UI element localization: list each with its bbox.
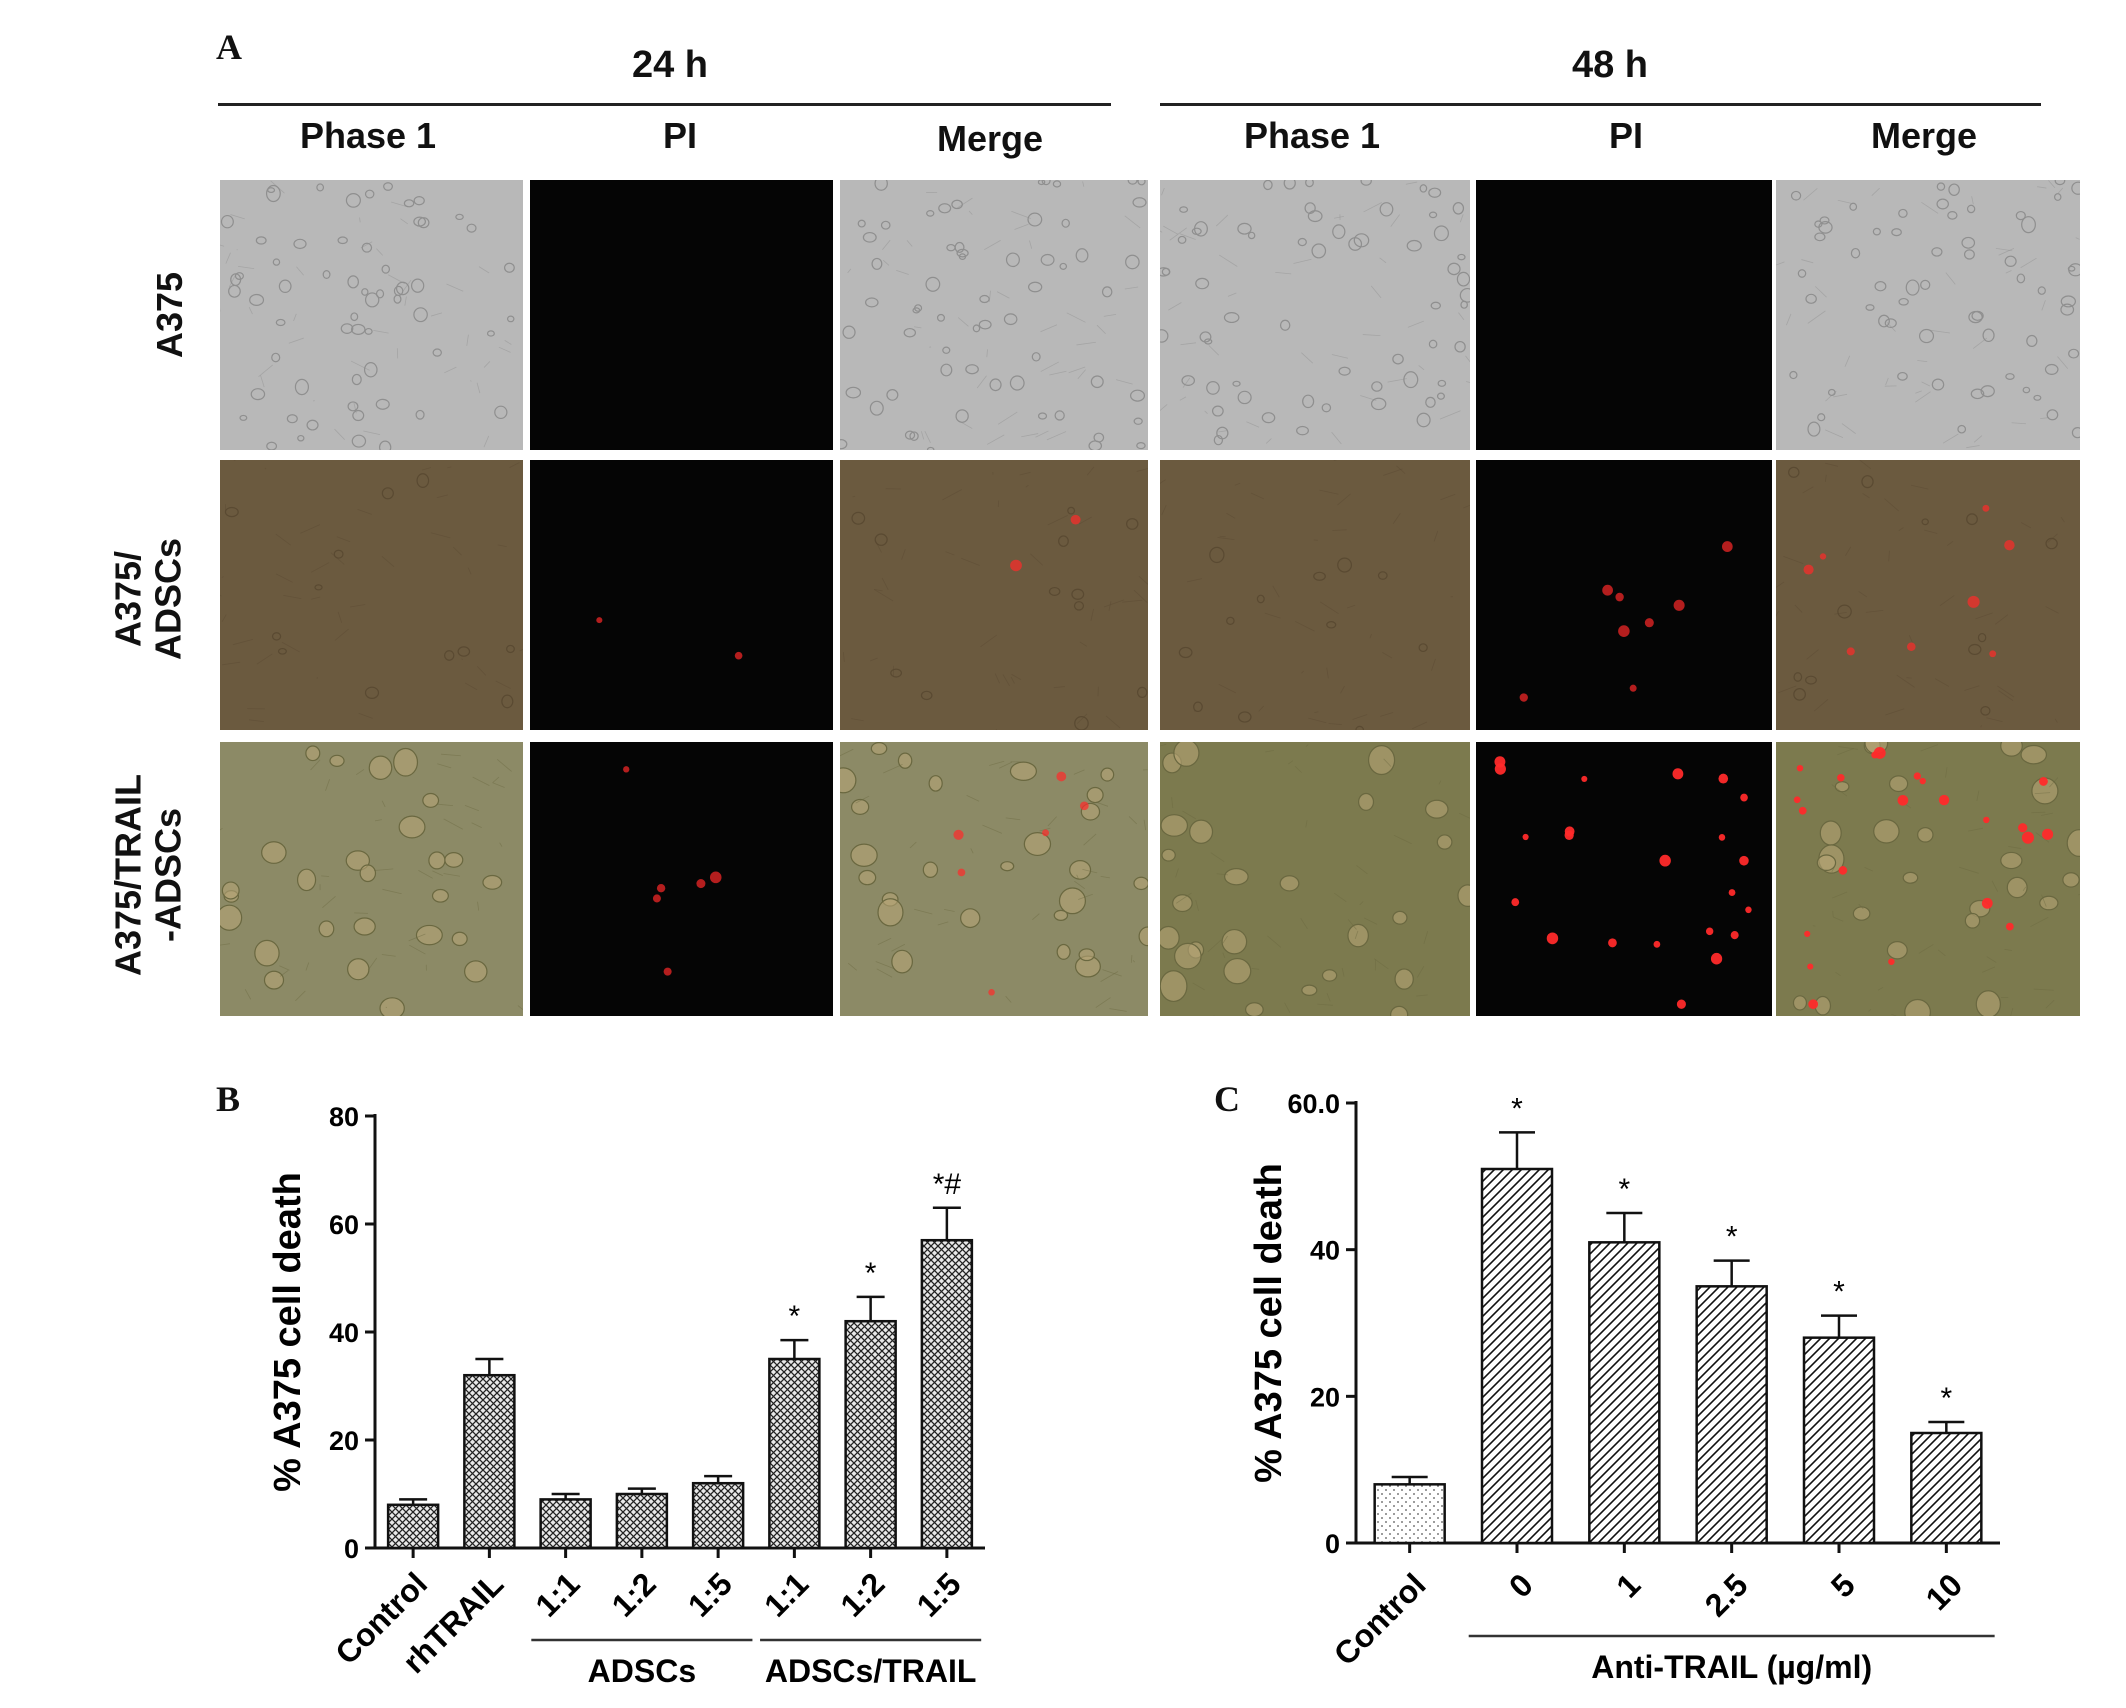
micrograph-r3-c5 bbox=[1476, 742, 1772, 1016]
y-axis-label: % A375 cell death bbox=[1248, 1163, 1290, 1483]
bar bbox=[1480, 1167, 1554, 1545]
y-tick-label: 40 bbox=[1310, 1236, 1340, 1266]
micrograph-r2-c2 bbox=[530, 460, 833, 730]
significance-marker: * bbox=[865, 1257, 877, 1290]
panel-c-letter: C bbox=[1214, 1079, 1240, 1119]
x-tick-label: 10 bbox=[1919, 1566, 1970, 1617]
significance-marker: * bbox=[1833, 1276, 1845, 1309]
bar bbox=[1373, 1483, 1446, 1545]
panel-a-letter: A bbox=[216, 27, 242, 67]
y-tick-label: 60 bbox=[329, 1210, 359, 1240]
col-label-24h-pi: PI bbox=[662, 115, 697, 156]
y-tick-label: 80 bbox=[329, 1102, 359, 1132]
micrograph-r2-c1 bbox=[220, 460, 523, 730]
significance-marker: *# bbox=[933, 1168, 962, 1201]
micrograph-r1-c2 bbox=[530, 180, 833, 450]
micrograph-r2-c5 bbox=[1476, 460, 1772, 730]
y-axis-label: % A375 cell death bbox=[267, 1172, 309, 1492]
bar bbox=[1588, 1241, 1661, 1545]
time-label-48h: 48 h bbox=[1571, 44, 1649, 86]
time-rule-24h bbox=[218, 103, 1111, 106]
micrograph-r1-c5 bbox=[1476, 180, 1772, 450]
micrograph-r2-c6 bbox=[1776, 460, 2080, 730]
group-label: Anti-TRAIL (µg/ml) bbox=[1591, 1649, 1872, 1685]
micrograph-r2-c4 bbox=[1160, 460, 1470, 730]
x-tick-label: 0 bbox=[1502, 1566, 1540, 1604]
time-rule-48h bbox=[1160, 103, 2041, 106]
significance-marker: * bbox=[1618, 1173, 1630, 1206]
y-tick-label: 40 bbox=[329, 1318, 359, 1348]
col-label-48h-merge: Merge bbox=[1870, 115, 1978, 156]
panel-b-letter: B bbox=[216, 1079, 241, 1119]
time-label-24h: 24 h bbox=[631, 44, 709, 86]
micrograph-r1-c3 bbox=[840, 180, 1148, 450]
bar bbox=[1910, 1431, 1983, 1545]
y-tick-label: 0 bbox=[1325, 1529, 1340, 1559]
x-tick-label: 2.5 bbox=[1698, 1566, 1755, 1623]
col-label-48h-pi: PI bbox=[1608, 115, 1643, 156]
significance-marker: * bbox=[789, 1300, 801, 1333]
y-tick-label: 60.0 bbox=[1287, 1089, 1340, 1119]
y-tick-label: 20 bbox=[329, 1426, 359, 1456]
y-tick-label: 20 bbox=[1310, 1382, 1340, 1412]
bar bbox=[920, 1238, 974, 1550]
micrograph-r3-c4 bbox=[1160, 742, 1470, 1016]
micrograph-r3-c3 bbox=[840, 742, 1148, 1016]
col-label-24h-merge: Merge bbox=[936, 118, 1044, 159]
micrograph-r1-c6 bbox=[1776, 180, 2080, 450]
micrograph-r3-c1 bbox=[220, 742, 523, 1016]
bar bbox=[1695, 1285, 1768, 1545]
x-tick-label: 1 bbox=[1609, 1566, 1647, 1604]
group-label: ADSCs bbox=[588, 1653, 696, 1689]
micrograph-r3-c6 bbox=[1776, 742, 2080, 1016]
bar bbox=[768, 1357, 821, 1550]
micrograph-r3-c2 bbox=[530, 742, 833, 1016]
significance-marker: * bbox=[1726, 1221, 1738, 1254]
col-label-24h-phase: Phase 1 bbox=[299, 115, 437, 156]
x-tick-label: 5 bbox=[1824, 1566, 1862, 1604]
col-label-48h-phase: Phase 1 bbox=[1243, 115, 1381, 156]
micrograph-r2-c3 bbox=[840, 460, 1148, 730]
x-tick-label: Control bbox=[1327, 1566, 1433, 1672]
micrograph-r1-c4 bbox=[1160, 180, 1470, 450]
significance-marker: * bbox=[1940, 1382, 1952, 1415]
micrograph-r1-c1 bbox=[220, 180, 523, 450]
bar bbox=[615, 1492, 669, 1550]
bar bbox=[1802, 1336, 1876, 1545]
y-tick-label: 0 bbox=[344, 1534, 359, 1564]
group-label: ADSCs/TRAIL bbox=[765, 1653, 977, 1689]
bar bbox=[844, 1319, 897, 1550]
significance-marker: * bbox=[1511, 1092, 1523, 1125]
